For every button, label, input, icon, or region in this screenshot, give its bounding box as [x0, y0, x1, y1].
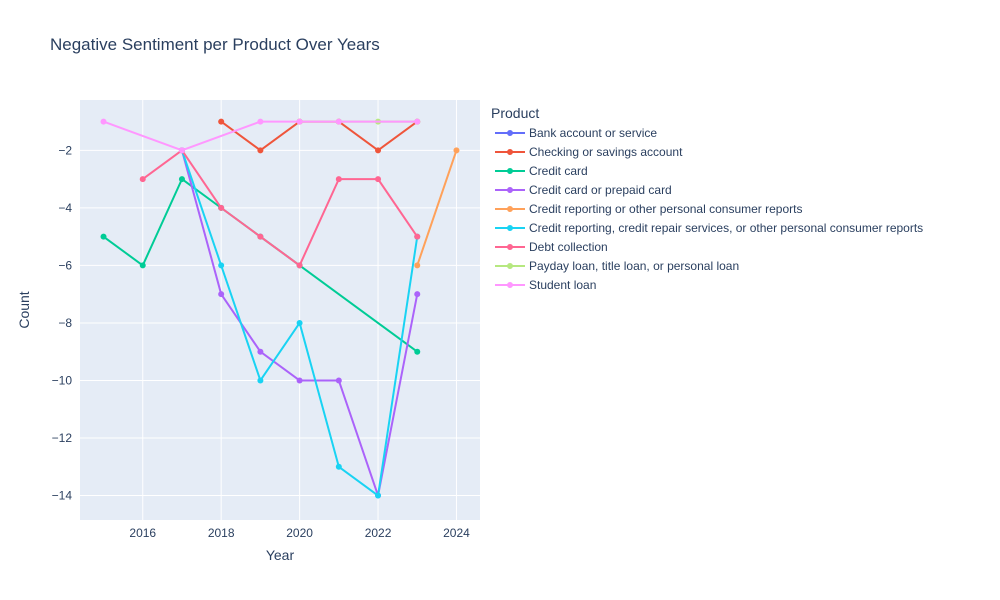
- data-point[interactable]: [218, 291, 225, 298]
- data-point[interactable]: [257, 147, 264, 154]
- data-point[interactable]: [257, 118, 264, 125]
- data-point[interactable]: [100, 233, 107, 240]
- data-point[interactable]: [335, 118, 342, 125]
- legend-swatch-marker: [507, 187, 513, 193]
- data-point[interactable]: [139, 176, 146, 183]
- data-point[interactable]: [257, 377, 264, 384]
- series-8: [100, 118, 421, 154]
- data-point[interactable]: [335, 463, 342, 470]
- x-tick-label: 2016: [129, 526, 156, 540]
- data-point[interactable]: [218, 204, 225, 211]
- y-tick-label: −6: [58, 258, 72, 272]
- data-point[interactable]: [178, 176, 185, 183]
- legend-swatch-marker: [507, 206, 513, 212]
- legend-swatch-marker: [507, 130, 513, 136]
- x-tick-label: 2022: [365, 526, 392, 540]
- legend-item[interactable]: Credit card or prepaid card: [495, 183, 672, 197]
- legend-item[interactable]: Debt collection: [495, 240, 608, 254]
- legend-label: Debt collection: [529, 240, 608, 254]
- legend-items: Bank account or service Checking or savin…: [495, 126, 923, 292]
- legend-title: Product: [491, 105, 539, 121]
- series-4: [414, 147, 460, 269]
- data-point[interactable]: [257, 348, 264, 355]
- data-point[interactable]: [414, 262, 421, 269]
- legend-label: Credit card or prepaid card: [529, 183, 672, 197]
- legend-swatch-marker: [507, 149, 513, 155]
- data-point[interactable]: [296, 377, 303, 384]
- data-point[interactable]: [218, 118, 225, 125]
- data-point[interactable]: [335, 176, 342, 183]
- legend-item[interactable]: Payday loan, title loan, or personal loa…: [495, 259, 739, 273]
- legend-item[interactable]: Credit card: [495, 164, 588, 178]
- data-point[interactable]: [218, 262, 225, 269]
- legend-label: Credit card: [529, 164, 588, 178]
- legend-swatch-marker: [507, 168, 513, 174]
- data-point[interactable]: [414, 291, 421, 298]
- data-point[interactable]: [335, 377, 342, 384]
- legend-label: Credit reporting or other personal consu…: [529, 202, 802, 216]
- x-tick-label: 2018: [208, 526, 235, 540]
- y-tick-label: −12: [52, 431, 73, 445]
- data-point[interactable]: [453, 147, 460, 154]
- legend-label: Payday loan, title loan, or personal loa…: [529, 259, 739, 273]
- data-point[interactable]: [414, 118, 421, 125]
- legend-label: Credit reporting, credit repair services…: [529, 221, 923, 235]
- legend-label: Checking or savings account: [529, 145, 683, 159]
- data-point[interactable]: [375, 492, 382, 499]
- series-line: [142, 149, 419, 267]
- y-axis-ticks: −14 −12 −10 −8 −6 −4 −2: [52, 143, 73, 502]
- legend-item[interactable]: Credit reporting or other personal consu…: [495, 202, 802, 216]
- legend: Product Bank account or service Checking …: [491, 105, 923, 292]
- legend-item[interactable]: Credit reporting, credit repair services…: [495, 221, 923, 235]
- y-tick-label: −4: [58, 201, 72, 215]
- legend-label: Bank account or service: [529, 126, 657, 140]
- series-layer: [100, 118, 460, 499]
- legend-label: Student loan: [529, 278, 596, 292]
- y-axis-title: Count: [16, 291, 32, 328]
- y-tick-label: −10: [52, 373, 73, 387]
- data-point[interactable]: [296, 262, 303, 269]
- y-tick-label: −2: [58, 143, 72, 157]
- data-point[interactable]: [414, 348, 421, 355]
- data-point[interactable]: [257, 233, 264, 240]
- legend-item[interactable]: Checking or savings account: [495, 145, 683, 159]
- data-point[interactable]: [375, 176, 382, 183]
- x-tick-label: 2020: [286, 526, 313, 540]
- chart-title: Negative Sentiment per Product Over Year…: [50, 35, 380, 54]
- x-axis-ticks: 2016 2018 2020 2022 2024: [129, 526, 470, 540]
- data-point[interactable]: [296, 319, 303, 326]
- series-line: [416, 150, 458, 266]
- x-axis-title: Year: [266, 547, 295, 563]
- series-line: [103, 120, 418, 152]
- y-tick-label: −14: [52, 489, 73, 503]
- data-point[interactable]: [375, 147, 382, 154]
- x-tick-label: 2024: [443, 526, 470, 540]
- data-point[interactable]: [178, 147, 185, 154]
- legend-swatch-marker: [507, 225, 513, 231]
- legend-swatch-marker: [507, 282, 513, 288]
- data-point[interactable]: [139, 262, 146, 269]
- data-point[interactable]: [296, 118, 303, 125]
- legend-swatch-marker: [507, 263, 513, 269]
- legend-item[interactable]: Student loan: [495, 278, 596, 292]
- data-point[interactable]: [414, 233, 421, 240]
- plot-area: [80, 100, 480, 520]
- y-tick-label: −8: [58, 316, 72, 330]
- data-point[interactable]: [100, 118, 107, 125]
- legend-item[interactable]: Bank account or service: [495, 126, 657, 140]
- legend-swatch-marker: [507, 244, 513, 250]
